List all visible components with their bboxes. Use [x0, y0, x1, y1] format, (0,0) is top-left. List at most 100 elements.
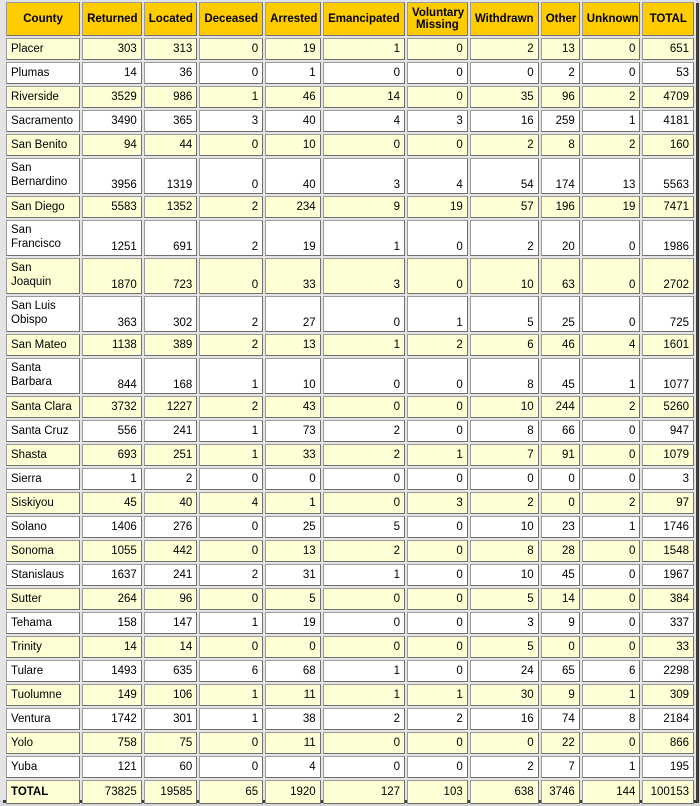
- value-cell: 0: [322, 492, 406, 514]
- value-cell: 0: [581, 732, 641, 754]
- value-cell: 1: [581, 110, 641, 132]
- value-cell: 14: [82, 62, 142, 84]
- value-cell: 103: [407, 780, 468, 804]
- value-cell: 234: [265, 196, 321, 218]
- value-cell: 0: [581, 62, 641, 84]
- column-header: Returned: [82, 2, 142, 36]
- value-cell: 1: [581, 756, 641, 778]
- value-cell: 3: [469, 612, 539, 634]
- value-cell: 0: [322, 134, 406, 156]
- value-cell: 1077: [642, 358, 694, 394]
- value-cell: 3490: [82, 110, 142, 132]
- value-cell: 5563: [642, 158, 694, 194]
- county-cell: Yolo: [6, 732, 81, 754]
- table-row: Solano 1406 276 0 25 5 0 10 23 1 1746: [6, 516, 694, 538]
- value-cell: 1637: [82, 564, 142, 586]
- value-cell: 25: [540, 296, 580, 332]
- value-cell: 0: [407, 420, 468, 442]
- value-cell: 2: [199, 220, 264, 256]
- table-row: Tulare 1493 635 6 68 1 0 24 65 6 2298: [6, 660, 694, 682]
- value-cell: 0: [199, 134, 264, 156]
- value-cell: 2: [581, 86, 641, 108]
- table-row: Santa Clara 3732 1227 2 43 0 0 10 244 2 5260: [6, 396, 694, 418]
- value-cell: 1: [322, 220, 406, 256]
- county-cell: Trinity: [6, 636, 81, 658]
- value-cell: 127: [322, 780, 406, 804]
- value-cell: 94: [82, 134, 142, 156]
- value-cell: 0: [407, 220, 468, 256]
- value-cell: 1: [322, 38, 406, 60]
- value-cell: 1: [199, 444, 264, 466]
- value-cell: 106: [143, 684, 198, 706]
- value-cell: 556: [82, 420, 142, 442]
- value-cell: 259: [540, 110, 580, 132]
- column-header: Located: [143, 2, 198, 36]
- value-cell: 11: [265, 684, 321, 706]
- value-cell: 0: [322, 612, 406, 634]
- column-header: TOTAL: [642, 2, 694, 36]
- value-cell: 0: [322, 396, 406, 418]
- value-cell: 2: [322, 540, 406, 562]
- value-cell: 3: [407, 110, 468, 132]
- value-cell: 7: [540, 756, 580, 778]
- value-cell: 144: [581, 780, 641, 804]
- value-cell: 0: [581, 588, 641, 610]
- value-cell: 14: [322, 86, 406, 108]
- column-header: Emancipated: [322, 2, 406, 36]
- value-cell: 9: [540, 684, 580, 706]
- county-cell: Sonoma: [6, 540, 81, 562]
- value-cell: 0: [199, 756, 264, 778]
- value-cell: 5: [469, 296, 539, 332]
- value-cell: 7471: [642, 196, 694, 218]
- value-cell: 0: [581, 220, 641, 256]
- value-cell: 0: [469, 468, 539, 490]
- value-cell: 0: [199, 516, 264, 538]
- value-cell: 44: [143, 134, 198, 156]
- value-cell: 0: [322, 756, 406, 778]
- value-cell: 46: [540, 334, 580, 356]
- table-row: San Joaquin 1870 723 0 33 3 0 10 63 0 2702: [6, 258, 694, 294]
- value-cell: 10: [265, 358, 321, 394]
- value-cell: 2: [322, 444, 406, 466]
- value-cell: 0: [581, 564, 641, 586]
- value-cell: 9: [540, 612, 580, 634]
- value-cell: 1: [407, 684, 468, 706]
- value-cell: 38: [265, 708, 321, 730]
- value-cell: 45: [82, 492, 142, 514]
- value-cell: 4: [407, 158, 468, 194]
- table-row: San Luis Obispo 363 302 2 27 0 1 5 25 0 725: [6, 296, 694, 332]
- value-cell: 2: [199, 564, 264, 586]
- value-cell: 43: [265, 396, 321, 418]
- value-cell: 5: [322, 516, 406, 538]
- value-cell: 174: [540, 158, 580, 194]
- value-cell: 4: [322, 110, 406, 132]
- value-cell: 65: [540, 660, 580, 682]
- value-cell: 2: [407, 708, 468, 730]
- county-cell: San Benito: [6, 134, 81, 156]
- value-cell: 0: [407, 612, 468, 634]
- value-cell: 313: [143, 38, 198, 60]
- value-cell: 2: [199, 196, 264, 218]
- value-cell: 0: [199, 636, 264, 658]
- value-cell: 241: [143, 564, 198, 586]
- table-row: Yuba 121 60 0 4 0 0 2 7 1 195: [6, 756, 694, 778]
- value-cell: 20: [540, 220, 580, 256]
- value-cell: 2: [199, 296, 264, 332]
- value-cell: 28: [540, 540, 580, 562]
- county-cell: Yuba: [6, 756, 81, 778]
- value-cell: 2: [322, 420, 406, 442]
- county-cell: San Luis Obispo: [6, 296, 81, 332]
- value-cell: 7: [469, 444, 539, 466]
- value-cell: 45: [540, 564, 580, 586]
- county-cell: San Mateo: [6, 334, 81, 356]
- value-cell: 0: [581, 38, 641, 60]
- value-cell: 0: [469, 62, 539, 84]
- value-cell: 0: [407, 732, 468, 754]
- value-cell: 45: [540, 358, 580, 394]
- value-cell: 2: [469, 492, 539, 514]
- value-cell: 40: [265, 110, 321, 132]
- value-cell: 758: [82, 732, 142, 754]
- table-row: San Benito 94 44 0 10 0 0 2 8 2 160: [6, 134, 694, 156]
- value-cell: 4709: [642, 86, 694, 108]
- value-cell: 13: [540, 38, 580, 60]
